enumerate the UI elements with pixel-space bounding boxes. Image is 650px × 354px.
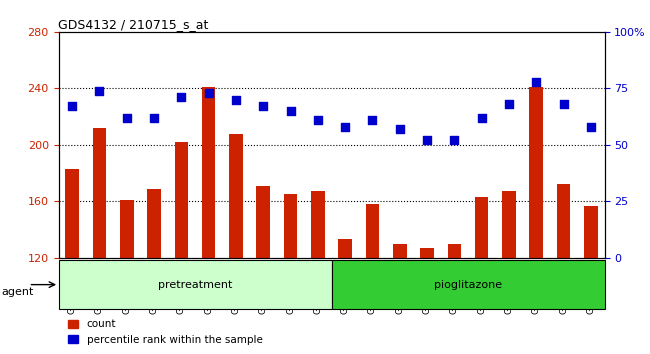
Bar — [365, 204, 380, 258]
Bar — [284, 194, 298, 258]
Point — [94, 88, 105, 93]
Point — [176, 95, 187, 100]
Point — [340, 124, 350, 130]
Point — [504, 101, 514, 107]
Point — [586, 124, 596, 130]
Point — [203, 90, 214, 96]
Bar — [332, 261, 604, 309]
Bar — [202, 87, 216, 258]
Bar — [58, 261, 332, 309]
Bar — [393, 244, 407, 258]
Bar — [584, 206, 598, 258]
Point — [476, 115, 487, 120]
Point — [449, 137, 460, 143]
Bar — [556, 184, 571, 258]
Text: pretreatment: pretreatment — [158, 280, 232, 290]
Text: GDS4132 / 210715_s_at: GDS4132 / 210715_s_at — [58, 18, 209, 31]
Point — [231, 97, 241, 102]
Point — [558, 101, 569, 107]
Bar — [148, 189, 161, 258]
Point — [395, 126, 405, 132]
Bar — [447, 244, 461, 258]
Point — [67, 104, 77, 109]
Bar — [229, 133, 243, 258]
Legend: count, percentile rank within the sample: count, percentile rank within the sample — [64, 315, 266, 349]
Point — [258, 104, 268, 109]
Bar — [530, 87, 543, 258]
Point — [285, 108, 296, 114]
Bar — [120, 200, 134, 258]
Bar — [421, 248, 434, 258]
Point — [313, 117, 323, 123]
Bar — [174, 142, 188, 258]
Point — [149, 115, 159, 120]
Text: pioglitazone: pioglitazone — [434, 280, 502, 290]
Bar — [65, 169, 79, 258]
Point — [531, 79, 541, 84]
Bar — [474, 197, 489, 258]
Bar — [339, 239, 352, 258]
Bar — [256, 186, 270, 258]
Bar — [92, 128, 107, 258]
Point — [122, 115, 132, 120]
Point — [422, 137, 432, 143]
Bar — [311, 192, 324, 258]
Text: agent: agent — [1, 287, 34, 297]
Point — [367, 117, 378, 123]
Bar — [502, 192, 516, 258]
